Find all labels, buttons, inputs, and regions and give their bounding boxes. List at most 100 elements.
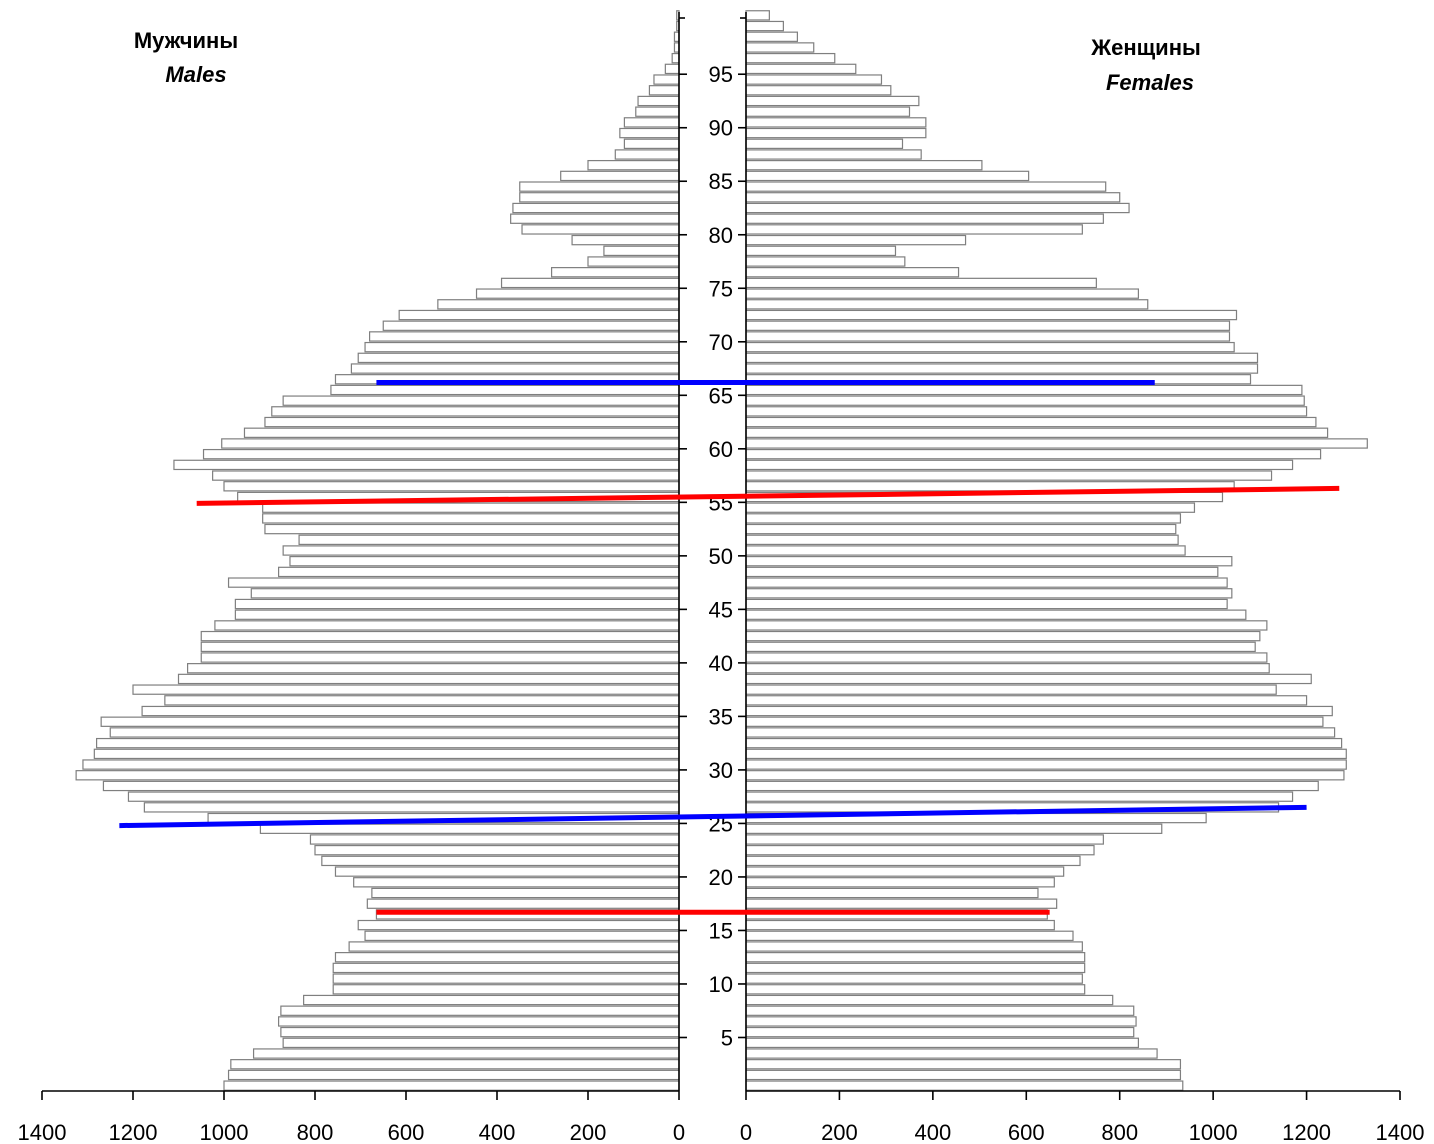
female-bar-age-59 [745, 448, 1322, 460]
age-tick-label-90: 90 [709, 116, 733, 141]
male-bar-age-6 [278, 1016, 680, 1027]
female-bars [745, 10, 1368, 1091]
male-bar-age-59 [202, 448, 680, 460]
female-x-tick-label-400: 400 [914, 1120, 951, 1144]
male-bar-age-17 [366, 898, 680, 909]
female-bar-age-33 [745, 727, 1336, 738]
male-bar-age-86 [587, 159, 680, 171]
female-bar-age-53 [745, 513, 1182, 524]
male-bar-age-18 [371, 887, 680, 899]
overlay-line-2 [196, 485, 1340, 506]
male-bar-age-3 [252, 1048, 680, 1059]
female-bar-age-97 [745, 42, 815, 53]
female-bar-age-23 [745, 834, 1104, 845]
male-bar-age-46 [250, 588, 680, 599]
male-bar-age-29 [75, 770, 680, 781]
male-bar-age-12 [334, 952, 680, 963]
female-bar-age-68 [745, 352, 1259, 364]
female-x-tick-label-1400: 1400 [1376, 1120, 1425, 1144]
female-bar-age-43 [745, 620, 1268, 631]
female-bar-age-3 [745, 1048, 1158, 1059]
male-bar-age-48 [278, 566, 680, 578]
female-bar-age-20 [745, 866, 1065, 877]
age-tick-label-75: 75 [709, 276, 733, 301]
male-bar-age-63 [271, 406, 680, 417]
male-bar-age-81 [510, 213, 680, 224]
age-tick-label-50: 50 [709, 544, 733, 569]
female-bar-age-73 [745, 299, 1149, 310]
male-bar-age-34 [100, 716, 680, 727]
male-bar-age-20 [334, 866, 680, 877]
female-bar-age-81 [745, 213, 1104, 224]
female-bar-age-99 [745, 20, 784, 32]
female-bar-age-40 [745, 652, 1268, 663]
male-bar-age-42 [200, 630, 680, 642]
male-bar-age-92 [637, 95, 680, 107]
male-bar-age-62 [264, 416, 680, 428]
female-bar-age-71 [745, 320, 1231, 331]
female-bar-age-31 [745, 748, 1347, 760]
age-tick-label-20: 20 [709, 865, 733, 890]
female-bar-age-78 [745, 245, 897, 257]
female-bar-age-15 [745, 919, 1055, 931]
age-tick-label-30: 30 [709, 758, 733, 783]
male-bar-age-10 [332, 973, 680, 984]
female-bar-age-64 [745, 395, 1305, 406]
male-bar-age-9 [332, 984, 680, 995]
female-x-tick-label-1000: 1000 [1189, 1120, 1238, 1144]
female-bar-age-32 [745, 737, 1343, 749]
male-bar-age-28 [102, 780, 680, 792]
female-bar-age-28 [745, 780, 1319, 792]
age-tick-label-10: 10 [709, 972, 733, 997]
female-bar-age-62 [745, 416, 1317, 428]
female-bar-age-86 [745, 159, 983, 171]
male-bar-age-93 [648, 85, 680, 96]
female-bar-age-30 [745, 759, 1347, 770]
male-bar-age-32 [95, 737, 680, 749]
female-x-tick-label-600: 600 [1008, 1120, 1045, 1144]
female-bar-age-7 [745, 1005, 1135, 1016]
female-bar-age-24 [745, 823, 1163, 834]
male-bar-age-91 [635, 106, 680, 117]
male-bar-age-74 [475, 288, 680, 299]
female-bar-age-2 [745, 1059, 1182, 1070]
male-bar-age-24 [259, 823, 680, 834]
female-bar-age-61 [745, 427, 1329, 438]
male-bar-age-95 [664, 63, 680, 75]
female-bar-age-88 [745, 138, 904, 149]
female-bar-age-5 [745, 1026, 1135, 1038]
female-bar-age-74 [745, 288, 1139, 299]
male-bar-age-36 [164, 695, 680, 706]
female-bar-age-69 [745, 341, 1235, 353]
female-bar-age-12 [745, 952, 1086, 963]
male-bar-age-58 [173, 459, 680, 471]
male-bar-age-64 [282, 395, 680, 406]
female-bar-age-76 [745, 267, 960, 278]
male-bar-age-8 [303, 994, 680, 1006]
male-bar-age-31 [93, 748, 680, 760]
female-bar-age-1 [745, 1069, 1182, 1081]
male-title: Мужчины [134, 28, 238, 53]
male-bar-age-19 [353, 877, 680, 888]
male-bar-age-71 [382, 320, 680, 331]
male-bar-age-38 [177, 673, 680, 685]
female-bar-age-58 [745, 459, 1294, 471]
female-bar-age-93 [745, 85, 892, 96]
male-x-tick-label-0: 0 [673, 1120, 685, 1144]
male-bar-age-73 [437, 299, 680, 310]
male-bar-age-13 [348, 941, 680, 952]
female-bar-age-75 [745, 277, 1097, 289]
female-bar-age-85 [745, 170, 1030, 182]
female-bar-age-44 [745, 609, 1247, 620]
female-bar-age-60 [745, 438, 1368, 449]
male-x-tick-label-600: 600 [388, 1120, 425, 1144]
female-bar-age-77 [745, 256, 906, 267]
overlay-lines [119, 379, 1340, 915]
male-bar-age-68 [357, 352, 680, 364]
female-bar-age-9 [745, 984, 1086, 995]
female-bar-age-19 [745, 877, 1055, 888]
male-subtitle: Males [165, 62, 226, 87]
female-bar-age-100 [745, 10, 770, 21]
female-subtitle: Females [1106, 70, 1194, 95]
